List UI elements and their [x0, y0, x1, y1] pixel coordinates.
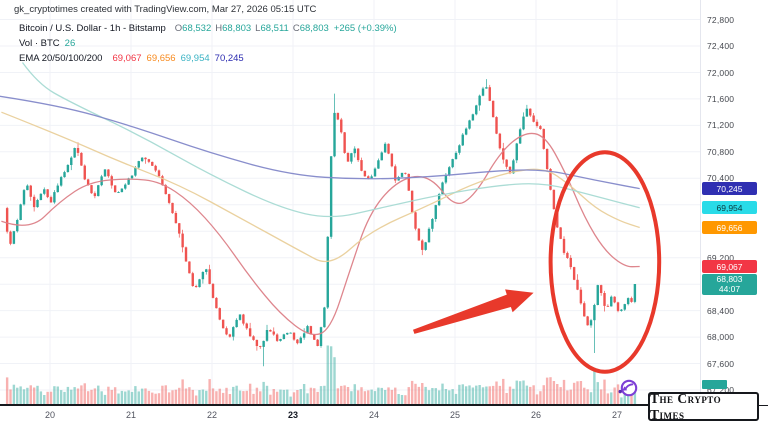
legend-volume-row: Vol · BTC 26	[19, 36, 397, 51]
annotations	[413, 150, 662, 374]
ohlc-value: 68,532	[182, 23, 212, 34]
price-axis-label: 68,400	[707, 305, 735, 316]
price-axis-label: 67,200	[707, 385, 735, 395]
ema-line-ema50[interactable]	[1, 111, 640, 263]
highlight-ellipse-annotation[interactable]	[548, 150, 662, 374]
volume-axis-badge	[702, 380, 727, 389]
price-axis-label: 72,800	[707, 14, 735, 25]
ema-price-badge: 69,656	[702, 221, 757, 234]
ohlc-label: L	[255, 23, 261, 34]
time-axis-label: 20	[44, 410, 56, 420]
ema-price-badge: 69,954	[702, 201, 757, 215]
time-axis-label: 21	[125, 410, 137, 420]
crypto-times-logo: The Crypto Times	[648, 390, 759, 422]
arrow-annotation[interactable]	[413, 289, 534, 334]
price-axis-label: 67,600	[707, 358, 735, 369]
ema-legend-value: 70,245	[214, 53, 244, 64]
ohlc-values: O68,532 H68,803 L68,511 C68,803	[171, 23, 329, 34]
ema-indicator-label[interactable]: EMA 20/50/100/200	[19, 53, 103, 64]
ema-price-badge: 69,067	[702, 260, 757, 273]
time-axis-label: 25	[449, 410, 461, 420]
ema-legend-value: 69,954	[180, 53, 210, 64]
ohlc-label: O	[174, 23, 183, 34]
logo-text: The Crypto Times	[650, 390, 722, 422]
ema-price-badge: 70,245	[702, 182, 757, 196]
price-axis-label: 72,000	[707, 67, 735, 78]
ohlc-value: 68,803	[222, 23, 252, 34]
candlesticks	[5, 79, 637, 367]
time-axis-label: 27	[611, 410, 623, 420]
volume-indicator-label[interactable]: Vol · BTC	[19, 38, 60, 49]
symbol-title[interactable]: Bitcoin / U.S. Dollar - 1h - Bitstamp	[19, 23, 166, 34]
time-axis-label: 24	[368, 410, 380, 420]
time-axis[interactable]: 20 21 22 23 24 25 26 27	[0, 406, 768, 432]
sticker-arrow-head	[622, 386, 628, 391]
legend-ema-row: EMA 20/50/100/200 69,067 69,656 69,954 70,2…	[19, 51, 397, 66]
time-axis-label: 22	[206, 410, 218, 420]
price-axis-label: 70,400	[707, 173, 735, 184]
price-axis[interactable]: 72,800 72,400 72,000 71,600 71,200 70,800 70,4…	[700, 0, 768, 405]
time-axis-border	[0, 404, 768, 406]
time-axis-label: 23	[287, 410, 299, 420]
volume-bars	[5, 345, 637, 404]
price-axis-label: 71,200	[707, 120, 735, 131]
current-price-value: 68,803	[716, 274, 743, 284]
ema-line-ema20[interactable]	[1, 132, 640, 336]
ohlc-label: H	[215, 23, 223, 34]
price-axis-label: 72,400	[707, 41, 735, 51]
legend-panel: Bitcoin / U.S. Dollar - 1h - Bitstamp O6…	[19, 21, 397, 66]
ema-lines	[0, 62, 640, 336]
watermark-text: gk_cryptotimes created with TradingView.…	[14, 4, 317, 15]
price-axis-label: 68,000	[707, 332, 735, 343]
ohlc-label: C	[292, 23, 300, 34]
price-axis-label: 69,200	[707, 252, 735, 263]
current-price-badge: 68,803 44:07	[702, 274, 757, 295]
ema-legend-value: 69,067	[112, 53, 142, 64]
bar-countdown: 44:07	[718, 283, 741, 294]
ohlc-value: 68,803	[299, 23, 329, 34]
sticker-dot	[618, 389, 622, 394]
time-axis-label: 26	[530, 410, 542, 420]
ohlc-value: 68,511	[260, 23, 289, 34]
change-value: +265 (+0.39%)	[333, 23, 397, 34]
legend-symbol-row: Bitcoin / U.S. Dollar - 1h - Bitstamp O6…	[19, 21, 397, 36]
volume-value: 26	[64, 38, 76, 49]
price-axis-label: 71,600	[707, 93, 735, 104]
ema-values: 69,067 69,656 69,954 70,245	[107, 53, 243, 64]
ema-legend-value: 69,656	[146, 53, 176, 64]
price-axis-label: 70,800	[707, 146, 735, 157]
purple-arrow-sticker-icon[interactable]	[615, 376, 641, 400]
